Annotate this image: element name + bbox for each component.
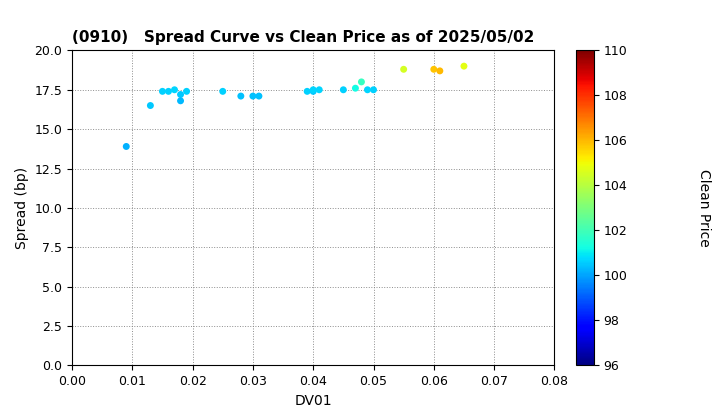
Point bbox=[350, 85, 361, 92]
Point bbox=[356, 79, 367, 85]
Point bbox=[428, 66, 439, 73]
Point bbox=[235, 93, 246, 100]
Point bbox=[120, 143, 132, 150]
Point bbox=[361, 87, 373, 93]
Point bbox=[217, 88, 228, 95]
Point bbox=[145, 102, 156, 109]
Point bbox=[307, 87, 319, 93]
Point bbox=[307, 88, 319, 95]
Point bbox=[253, 93, 265, 100]
Point bbox=[163, 88, 174, 95]
Point bbox=[302, 88, 313, 95]
X-axis label: DV01: DV01 bbox=[294, 394, 332, 408]
Point bbox=[175, 97, 186, 104]
Point bbox=[168, 87, 180, 93]
Point bbox=[247, 93, 258, 100]
Point bbox=[458, 63, 469, 69]
Text: (0910)   Spread Curve vs Clean Price as of 2025/05/02: (0910) Spread Curve vs Clean Price as of… bbox=[72, 30, 534, 45]
Point bbox=[181, 88, 192, 95]
Point bbox=[434, 68, 446, 74]
Point bbox=[175, 91, 186, 98]
Point bbox=[338, 87, 349, 93]
Y-axis label: Clean Price: Clean Price bbox=[697, 169, 711, 247]
Y-axis label: Spread (bp): Spread (bp) bbox=[15, 167, 29, 249]
Point bbox=[157, 88, 168, 95]
Point bbox=[368, 87, 379, 93]
Point bbox=[398, 66, 410, 73]
Point bbox=[313, 87, 325, 93]
